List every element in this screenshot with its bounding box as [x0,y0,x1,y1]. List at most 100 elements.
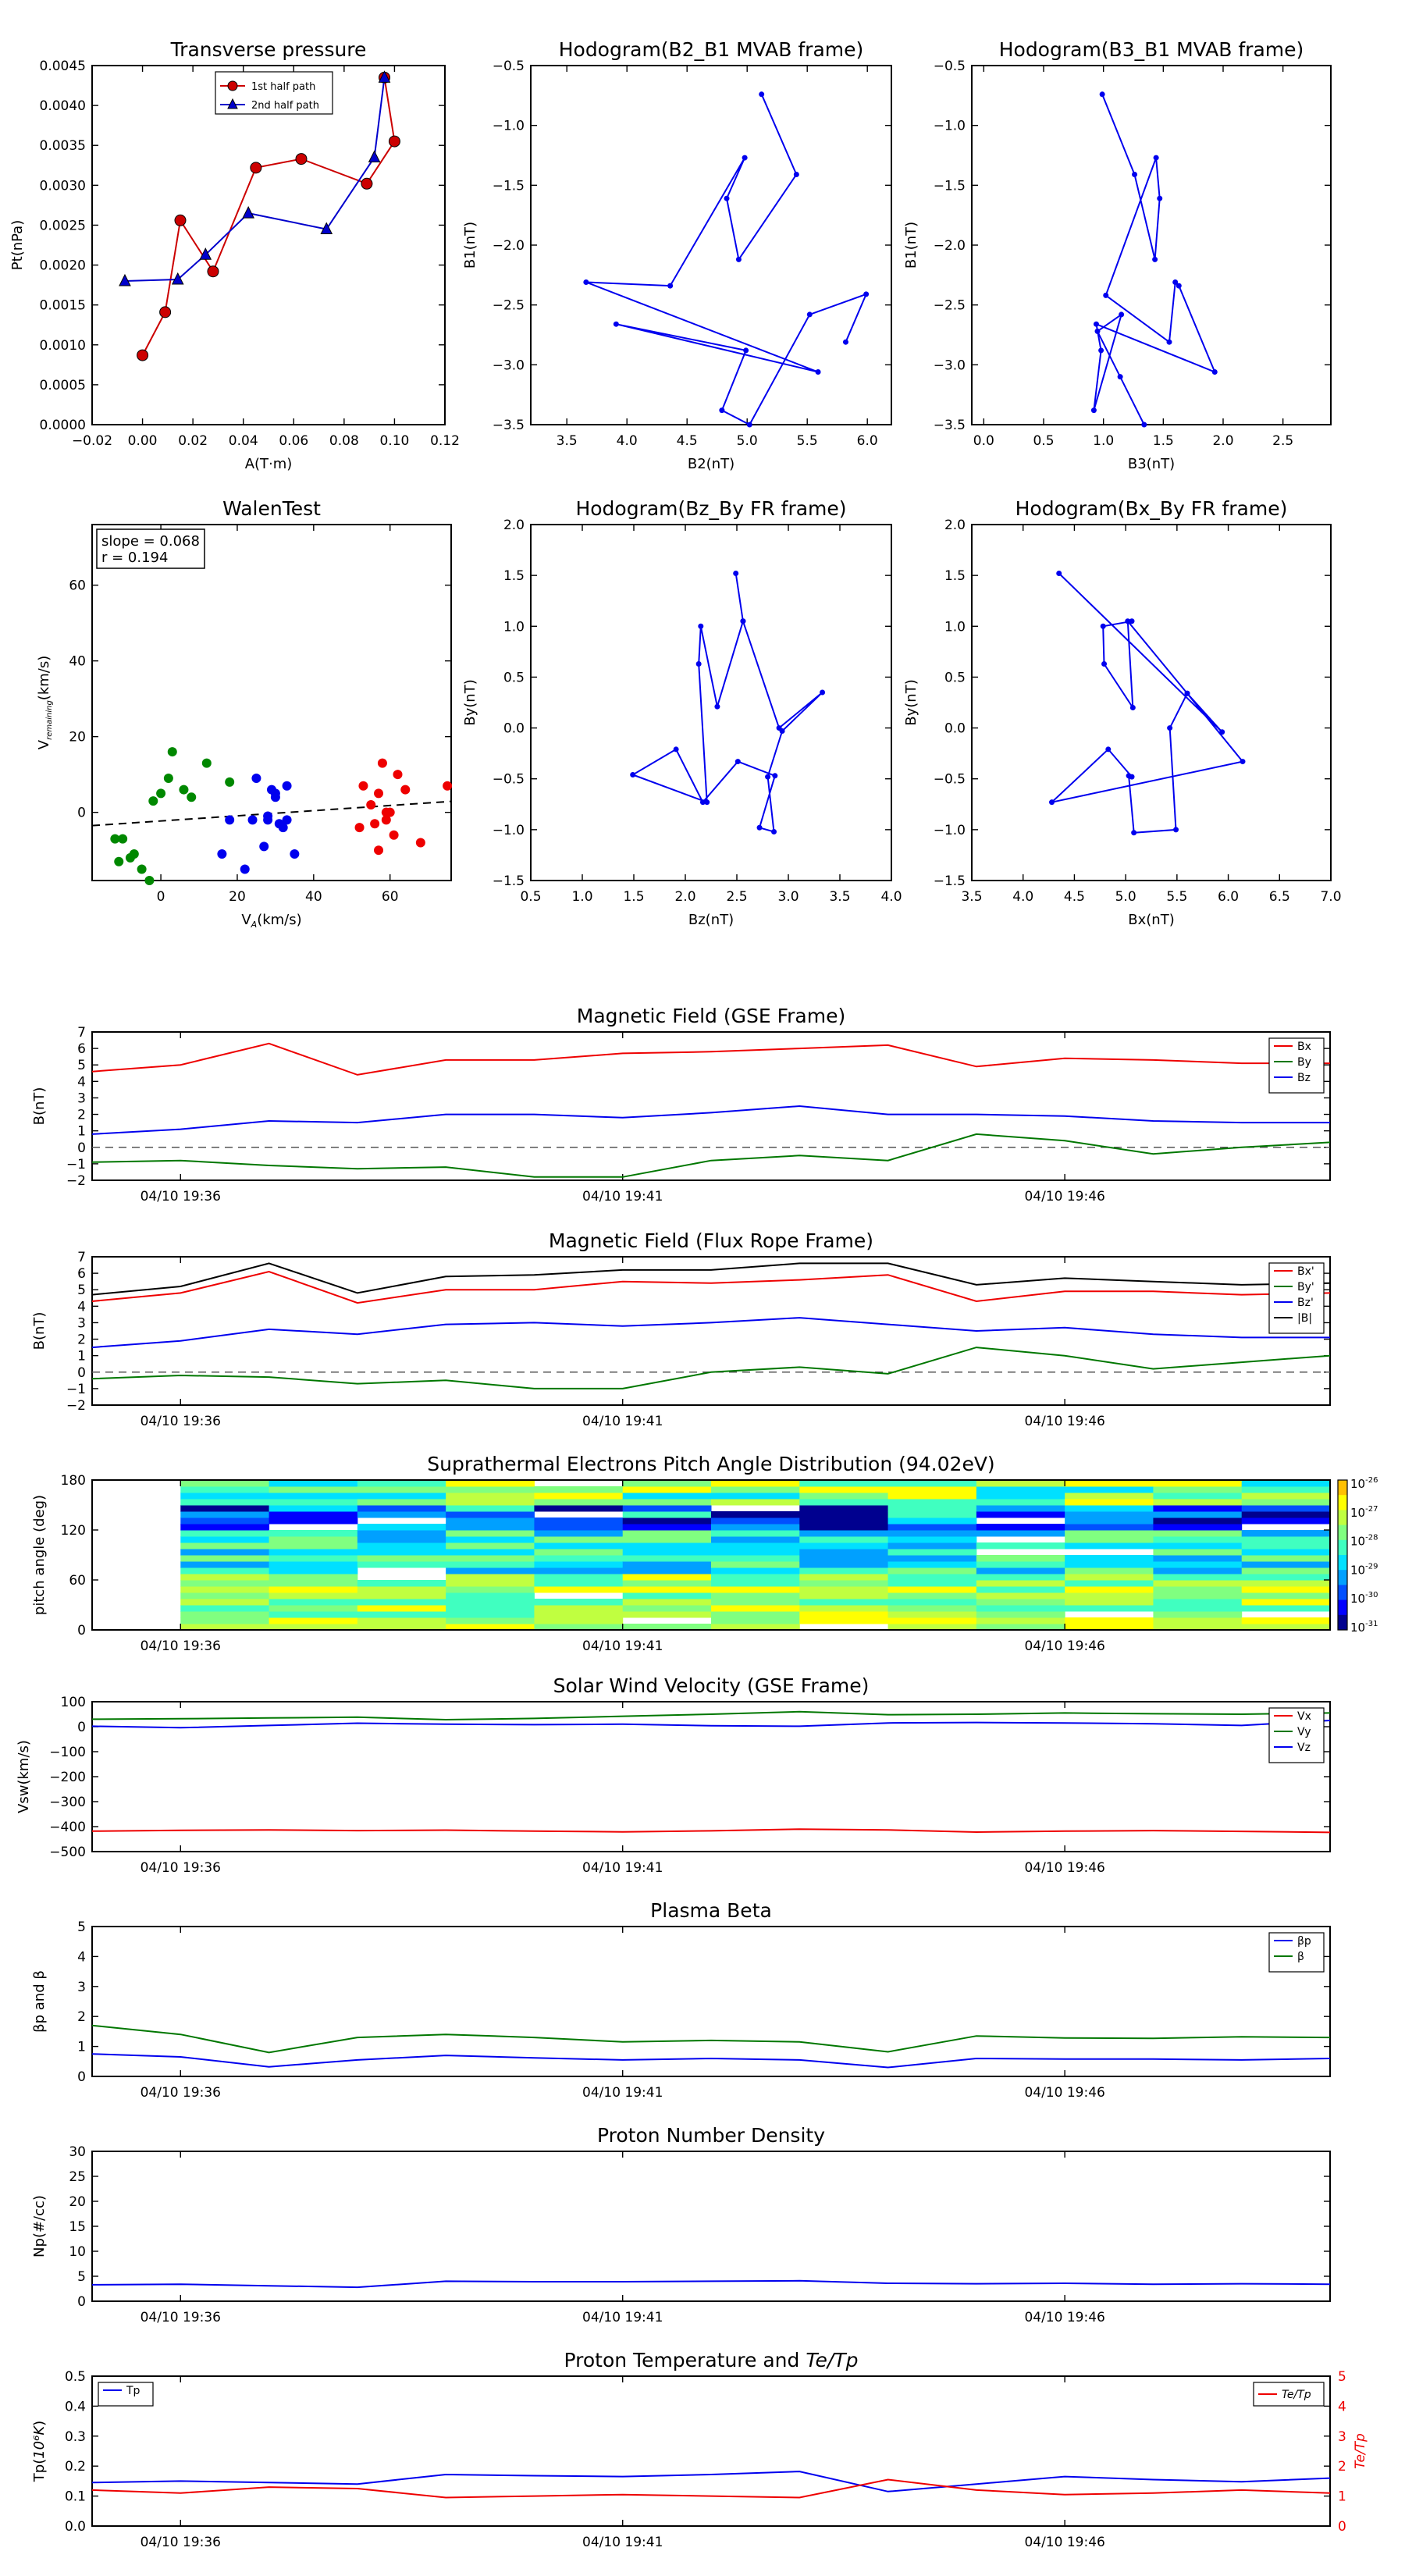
heatmap-cell [180,1617,270,1624]
heatmap-cell [1153,1599,1243,1606]
heatmap-cell [269,1511,358,1518]
series-line-s0 [91,2279,1331,2289]
y-tick-label: −2.0 [493,238,525,254]
y-tick-label: −0.5 [493,772,525,788]
data-point [1166,339,1172,345]
y-tick-label: −1.5 [934,873,966,889]
plot-frame [971,65,1332,425]
heatmap-cell [799,1580,889,1587]
data-point [278,823,288,833]
series-line--b- [91,1262,1331,1296]
heatmap-cell [357,1599,446,1606]
data-point [381,815,391,825]
data-point [735,759,741,765]
y-tick-label: 0.0045 [40,59,86,74]
series-line-by- [91,1347,1331,1389]
data-point [772,773,778,779]
y-tick-label: −200 [49,1770,86,1785]
y-axis-label: B(nT) [31,1312,48,1350]
data-point [1103,292,1109,298]
data-point [282,781,292,791]
heatmap-cell [1241,1486,1331,1493]
y-tick-label: 0.3 [65,2429,86,2445]
heatmap-cell [357,1624,446,1631]
heatmap-cell [711,1599,800,1606]
y-tick-label: −2.5 [493,298,525,314]
heatmap-cell [1153,1586,1243,1593]
data-point [735,256,742,262]
data-point [842,339,848,345]
heatmap-cell [1153,1511,1243,1518]
heatmap-cell [446,1536,535,1543]
heatmap-cell [711,1567,800,1574]
heatmap-cell [976,1555,1065,1562]
heatmap-cell [622,1499,712,1506]
x-tick-label: 0.5 [520,889,541,905]
heatmap-cell [446,1574,535,1581]
heatmap-cell [534,1493,624,1500]
heatmap-cell [711,1586,800,1593]
heatmap-cell [799,1517,889,1525]
heatmap-cell [1065,1592,1154,1599]
data-point [1132,172,1138,178]
heatmap-cell [1241,1624,1331,1631]
heatmap-cell [887,1530,977,1537]
y-tick-label: −1.0 [934,823,966,838]
heatmap-cell [180,1549,270,1556]
data-point [704,799,710,806]
heatmap-cell [180,1486,270,1493]
heatmap-cell [180,1624,270,1631]
data-point [695,660,702,667]
x-tick-label: 60 [382,889,399,905]
x-tick-label: 0 [157,889,165,905]
data-point-circle [295,153,308,165]
heatmap-cell [1153,1549,1243,1556]
y-tick-label: 15 [69,2219,86,2235]
heatmap-cell [534,1524,624,1531]
heatmap-cell [357,1586,446,1593]
legend-label: 1st half path [251,81,315,93]
legend-label: Tp [126,2385,140,2397]
panel-magnetic-field-gse: Magnetic Field (GSE Frame) 04/10 19:36 04/… [31,1005,1331,1204]
data-point [144,876,155,885]
data-point [148,796,158,806]
y-tick-label: −3.5 [493,418,525,433]
y-tick-label: −2.0 [934,238,966,254]
y-tick-label: −1.5 [493,178,525,194]
heatmap-cell [1065,1574,1154,1581]
y-axis-label: B1(nT) [903,222,919,269]
data-point [1152,256,1158,262]
heatmap-cell [711,1536,800,1543]
heatmap-cell [180,1555,270,1562]
heatmap-cell [357,1561,446,1568]
series-line-bx- [91,1270,1331,1304]
heatmap-cell [1241,1493,1331,1500]
heatmap-cell [711,1542,800,1550]
x-tick-label: 0.0 [973,433,994,449]
heatmap-cell [1153,1480,1243,1487]
heatmap-cell [357,1480,446,1487]
x-tick-label: 04/10 19:46 [1024,2535,1104,2550]
heatmap-cell [887,1561,977,1568]
heatmap-cell [799,1536,889,1543]
heatmap-cell [622,1599,712,1606]
heatmap-cell [534,1561,624,1568]
data-point-circle [137,349,149,361]
colorbar-segment [1338,1525,1347,1541]
legend-marker [227,98,238,109]
panel-solar-wind-velocity: Solar Wind Velocity (GSE Frame) 04/10 19:… [16,1674,1331,1876]
series-line-- [91,2024,1331,2054]
heatmap-cell [269,1617,358,1624]
data-point [1167,725,1173,731]
x-tick-label: 04/10 19:41 [582,1638,663,1654]
heatmap-cell [711,1524,800,1531]
plot-frame [971,524,1332,881]
series-line-s0 [631,573,823,833]
heatmap-cell [357,1536,446,1543]
y-right-tick-label: 2 [1338,2459,1346,2475]
heatmap-cell [976,1524,1065,1531]
x-tick-label: 04/10 19:36 [140,1414,221,1429]
data-point [1125,618,1131,624]
heatmap-cell [269,1549,358,1556]
heatmap-cell [711,1592,800,1599]
